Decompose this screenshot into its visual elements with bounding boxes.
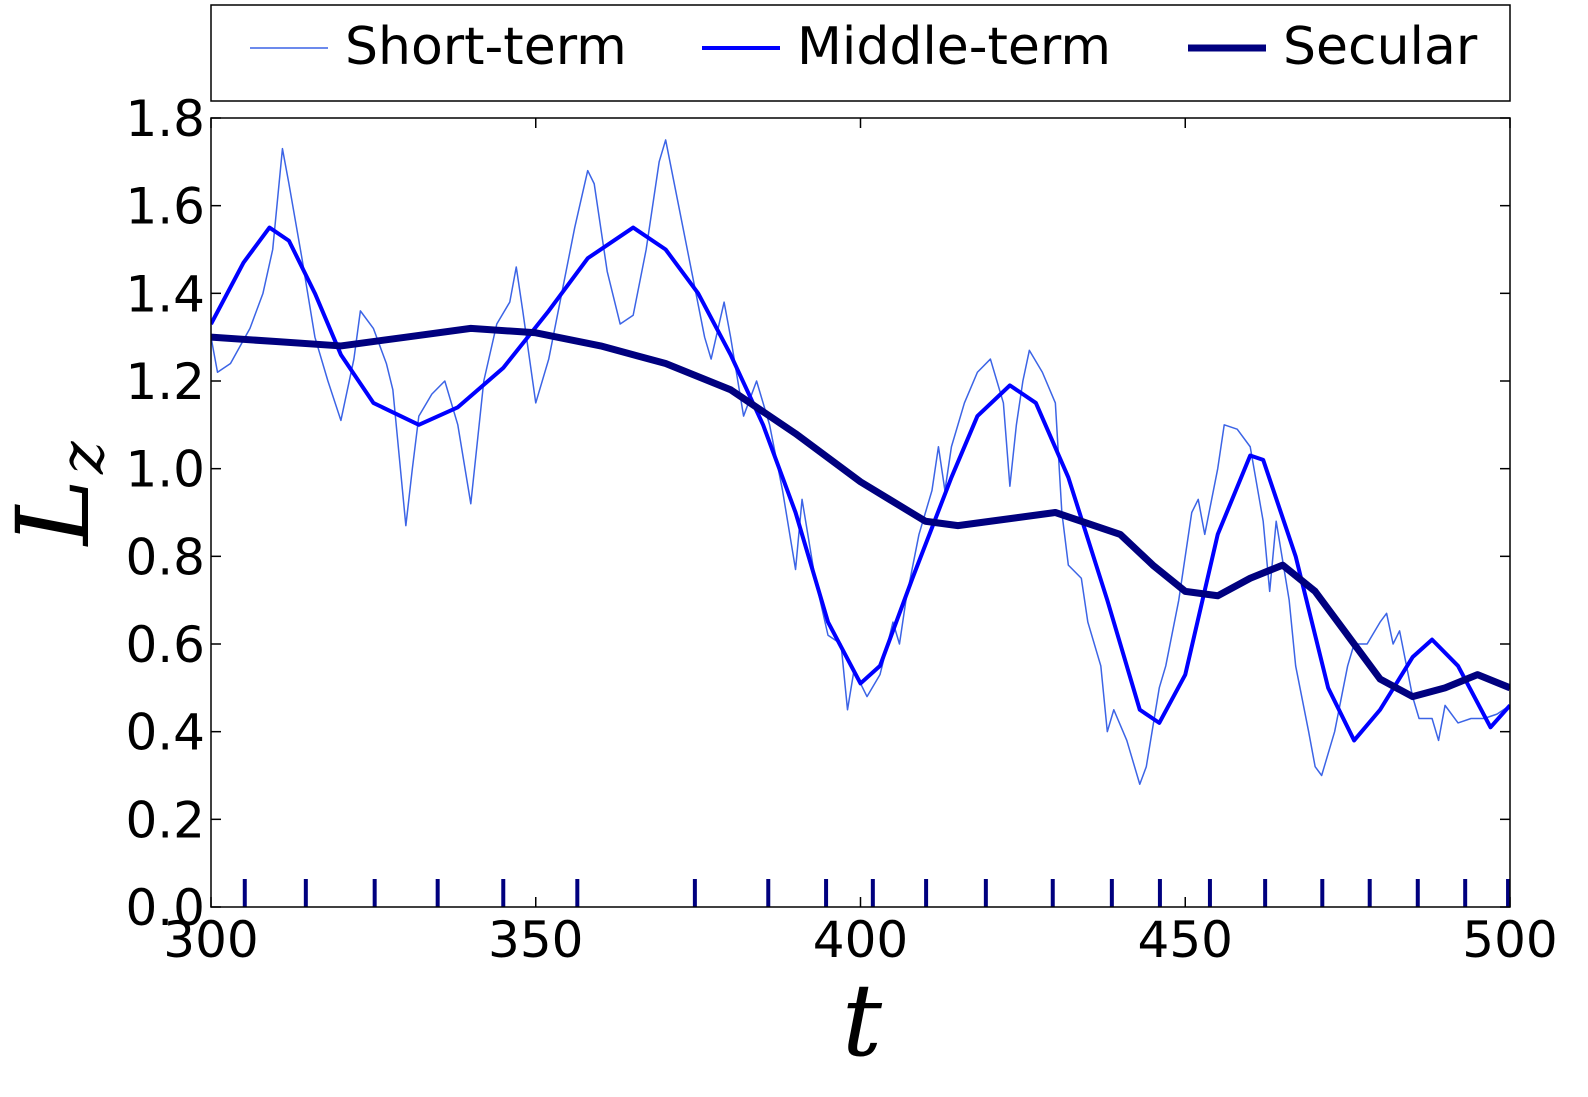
y-tick-label: 0.2 (125, 791, 205, 849)
series-line (211, 139, 1510, 786)
y-axis-label-main: L (0, 479, 112, 547)
y-tick-label: 1.4 (125, 265, 205, 323)
series-line (211, 324, 1510, 701)
x-tick-label: 500 (1462, 911, 1557, 969)
x-tick-label: 400 (813, 911, 908, 969)
legend-label: Secular (1283, 17, 1478, 77)
plot-frame (210, 117, 1511, 908)
legend-box (210, 4, 1511, 102)
y-tick-label: 1.0 (125, 441, 205, 499)
y-tick-label: 1.8 (125, 90, 205, 148)
x-axis-label: t (842, 962, 883, 1079)
x-tick-label: 350 (488, 911, 583, 969)
y-axis-label: L z (0, 441, 118, 547)
legend-label: Middle-term (797, 17, 1111, 77)
y-tick-label: 1.6 (125, 178, 205, 236)
y-tick-label: 0.0 (125, 879, 205, 937)
y-axis-label-sub: z (45, 441, 118, 475)
x-tick-label: 300 (163, 911, 258, 969)
y-tick-label: 0.6 (125, 616, 205, 674)
legend-label: Short-term (345, 17, 627, 77)
y-tick-label: 0.8 (125, 528, 205, 586)
y-tick-label: 0.4 (125, 704, 205, 762)
series-line (211, 225, 1510, 743)
x-tick-label: 450 (1138, 911, 1233, 969)
y-tick-label: 1.2 (125, 353, 205, 411)
